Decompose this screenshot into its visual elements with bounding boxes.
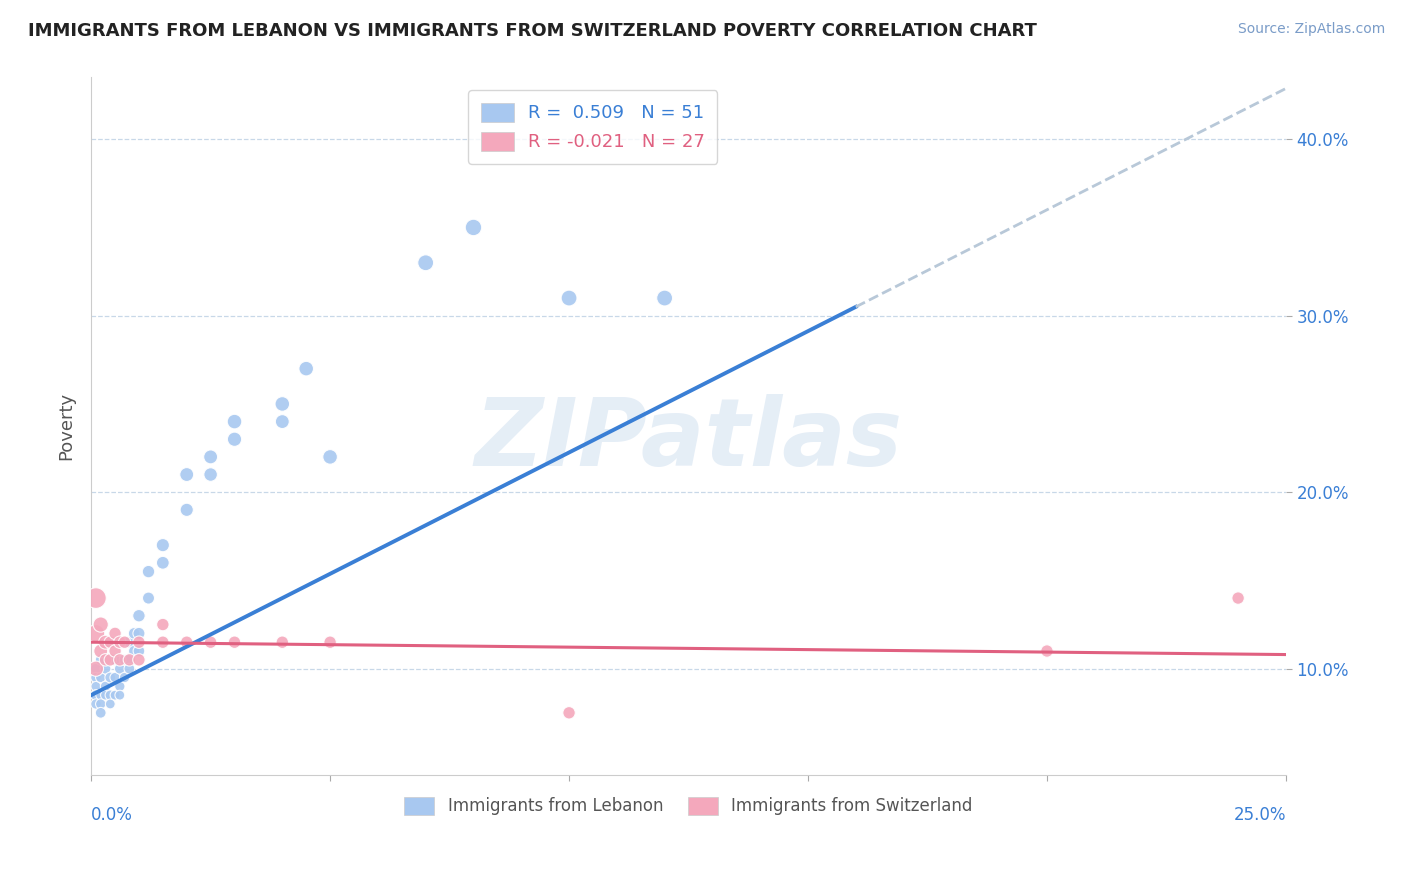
Point <box>152 556 174 570</box>
Point <box>271 397 294 411</box>
Point <box>122 644 145 658</box>
Text: Source: ZipAtlas.com: Source: ZipAtlas.com <box>1237 22 1385 37</box>
Point <box>128 635 150 649</box>
Point <box>98 697 121 711</box>
Point <box>108 662 131 676</box>
Point <box>319 635 342 649</box>
Point <box>108 679 131 693</box>
Point <box>84 697 107 711</box>
Point <box>84 688 107 702</box>
Point <box>90 688 112 702</box>
Point <box>94 662 117 676</box>
Point <box>558 291 581 305</box>
Point <box>118 662 141 676</box>
Point <box>224 635 246 649</box>
Point <box>98 688 121 702</box>
Text: ZIPatlas: ZIPatlas <box>474 394 903 486</box>
Legend: R =  0.509   N = 51, R = -0.021   N = 27: R = 0.509 N = 51, R = -0.021 N = 27 <box>468 90 717 164</box>
Y-axis label: Poverty: Poverty <box>58 392 75 460</box>
Point <box>200 467 222 482</box>
Point <box>84 662 107 676</box>
Point <box>90 617 112 632</box>
Point <box>104 644 127 658</box>
Point <box>94 679 117 693</box>
Point <box>84 671 107 685</box>
Text: 25.0%: 25.0% <box>1233 806 1286 824</box>
Point <box>114 671 136 685</box>
Point <box>1036 644 1059 658</box>
Point <box>200 635 222 649</box>
Point <box>224 432 246 446</box>
Point <box>114 653 136 667</box>
Point <box>152 617 174 632</box>
Point <box>90 644 112 658</box>
Point <box>94 688 117 702</box>
Point <box>138 591 160 605</box>
Point <box>84 679 107 693</box>
Point <box>104 653 127 667</box>
Point <box>271 415 294 429</box>
Point <box>200 450 222 464</box>
Point <box>415 256 437 270</box>
Point <box>128 653 150 667</box>
Point <box>176 635 198 649</box>
Point <box>122 626 145 640</box>
Point <box>98 671 121 685</box>
Point <box>94 653 117 667</box>
Point <box>128 608 150 623</box>
Point <box>108 653 131 667</box>
Point <box>84 662 107 676</box>
Text: IMMIGRANTS FROM LEBANON VS IMMIGRANTS FROM SWITZERLAND POVERTY CORRELATION CHART: IMMIGRANTS FROM LEBANON VS IMMIGRANTS FR… <box>28 22 1038 40</box>
Point <box>98 635 121 649</box>
Point <box>654 291 676 305</box>
Point <box>1227 591 1250 605</box>
Point <box>90 653 112 667</box>
Point <box>152 635 174 649</box>
Point <box>319 450 342 464</box>
Point <box>118 653 141 667</box>
Point <box>118 635 141 649</box>
Point <box>271 635 294 649</box>
Point <box>118 653 141 667</box>
Point <box>128 626 150 640</box>
Point <box>90 697 112 711</box>
Point <box>152 538 174 552</box>
Point <box>224 415 246 429</box>
Point <box>128 644 150 658</box>
Point <box>90 671 112 685</box>
Point <box>295 361 318 376</box>
Text: 0.0%: 0.0% <box>91 806 134 824</box>
Point <box>104 671 127 685</box>
Point <box>94 635 117 649</box>
Point <box>84 626 107 640</box>
Point <box>104 626 127 640</box>
Point <box>98 653 121 667</box>
Point <box>138 565 160 579</box>
Point <box>463 220 485 235</box>
Point <box>90 706 112 720</box>
Point <box>104 688 127 702</box>
Point <box>108 635 131 649</box>
Point <box>114 635 136 649</box>
Point <box>84 688 107 702</box>
Point <box>558 706 581 720</box>
Point <box>176 467 198 482</box>
Point <box>176 503 198 517</box>
Point <box>108 688 131 702</box>
Point <box>84 591 107 605</box>
